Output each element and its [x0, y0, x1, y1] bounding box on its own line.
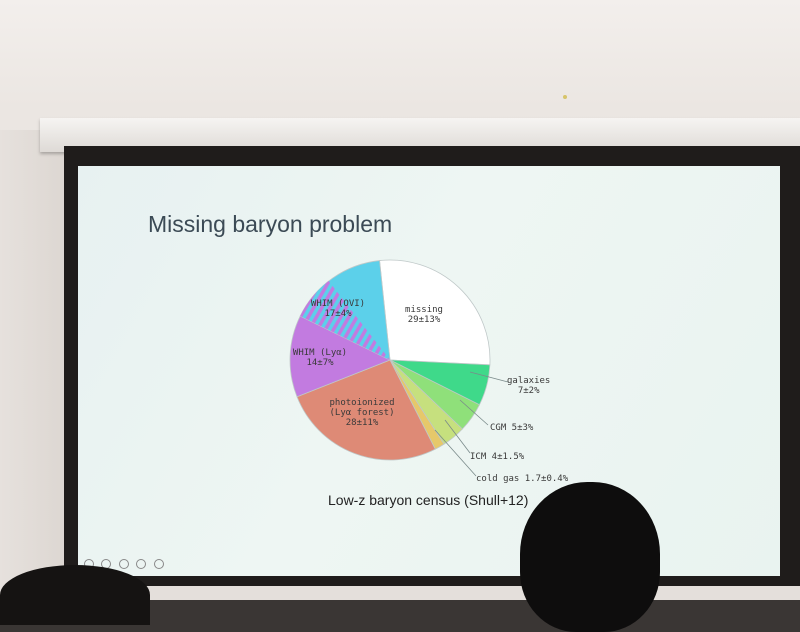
- pie-slice-whim-6: [289, 315, 391, 398]
- wall-corner: [0, 130, 70, 600]
- icm-leader-line: [444, 419, 471, 454]
- photoionized-slice-label: photoionized (Lyα forest) 28±11%: [329, 398, 394, 428]
- audience-head-left: [0, 565, 150, 625]
- galaxies-label-name: galaxies: [507, 376, 551, 386]
- pie-chart: missing 29±13% WHIM (OVI) 17±4% WHIM (Lyα) 14…: [289, 259, 509, 477]
- cgm-leader-line: [459, 399, 489, 426]
- slides-grid-icon[interactable]: [118, 559, 129, 569]
- pie-slice-missing-0: [379, 259, 491, 366]
- whim-lya-slice-label: WHIM (Lyα) 14±7%: [293, 348, 347, 368]
- pie-slice-whim-overlap-hatch: [300, 281, 390, 360]
- ceiling-light: [563, 95, 567, 99]
- icm-label: ICM 4±1.5%: [470, 452, 525, 462]
- missing-slice-label: missing 29±13%: [405, 305, 443, 325]
- slide-title: Missing baryon problem: [148, 211, 393, 237]
- galaxies-label-value: 7±2%: [517, 386, 540, 396]
- cold-gas-label: cold gas 1.7±0.4%: [476, 474, 569, 484]
- audience-head: [520, 482, 660, 632]
- cold-gas-leader-line: [434, 429, 477, 477]
- galaxies-label: galaxies 7±2%: [507, 376, 550, 396]
- whim-ovi-slice-label: WHIM (OVI) 17±4%: [311, 299, 365, 319]
- slide-caption: Low-z baryon census (Shull+12): [328, 492, 529, 508]
- pie-slice-photoionized-5: [296, 359, 436, 461]
- zoom-icon[interactable]: [136, 559, 147, 569]
- more-options-icon[interactable]: [153, 559, 164, 569]
- galaxies-leader-line: [469, 371, 509, 383]
- cgm-label: CGM 5±3%: [490, 423, 534, 433]
